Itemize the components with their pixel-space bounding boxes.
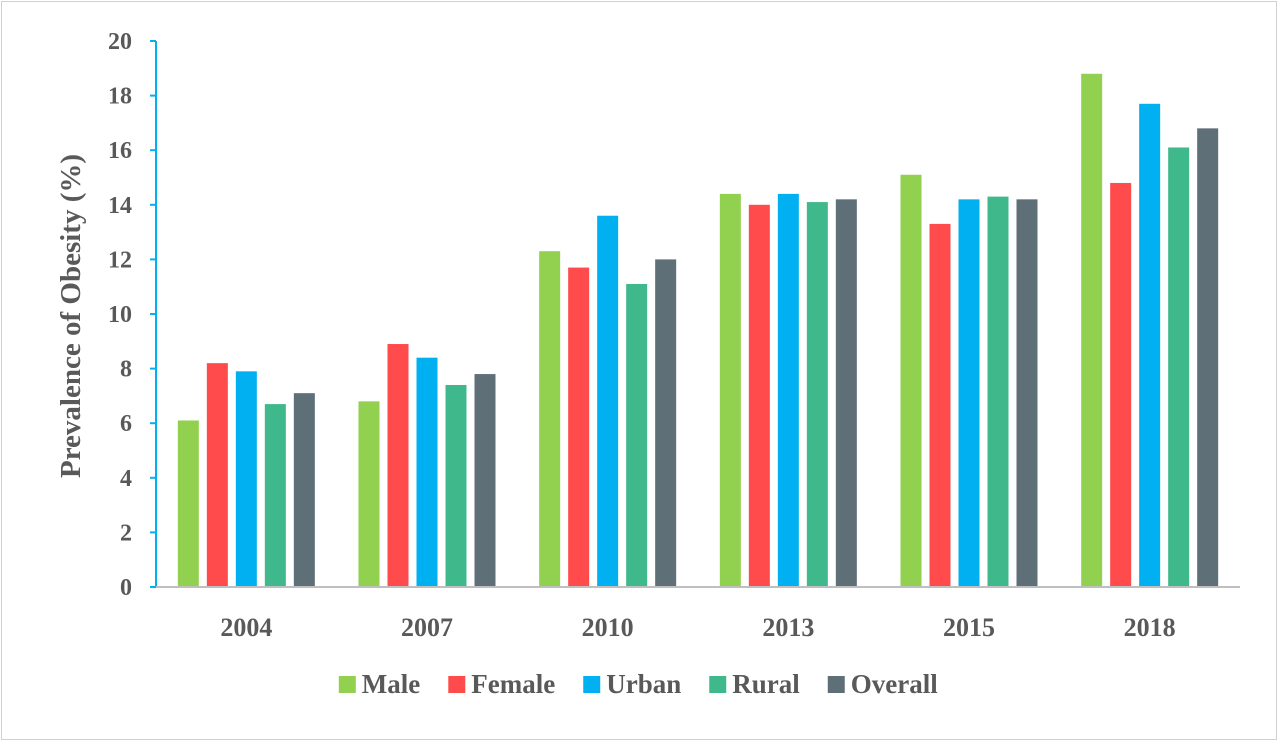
- bar-urban-2013: [777, 193, 799, 587]
- bar-overall-2010: [655, 259, 677, 587]
- x-ticks-group: 2004 2007 2010 2013 2015 2018: [220, 613, 1175, 642]
- legend-swatch-male: [338, 676, 356, 693]
- x-tick-label: 2018: [1124, 613, 1176, 642]
- bar-female-2004: [206, 363, 228, 587]
- bar-male-2018: [1081, 73, 1103, 587]
- bar-rural-2018: [1168, 147, 1190, 587]
- legend-swatch-overall: [827, 676, 845, 693]
- bar-female-2007: [387, 344, 409, 587]
- bar-rural-2013: [806, 202, 828, 587]
- bar-urban-2010: [597, 215, 619, 587]
- y-tick-label: 6: [120, 411, 132, 437]
- bar-overall-2015: [1016, 199, 1038, 587]
- bar-overall-2007: [474, 374, 496, 587]
- y-tick-label: 0: [120, 575, 132, 601]
- bar-rural-2010: [626, 283, 648, 587]
- bar-female-2018: [1110, 182, 1132, 587]
- y-tick-label: 14: [108, 193, 132, 219]
- legend-label-urban: Urban: [606, 669, 681, 699]
- legend-label-overall: Overall: [851, 669, 938, 699]
- bar-urban-2018: [1139, 103, 1161, 587]
- y-tick-label: 10: [108, 302, 132, 328]
- y-axis-label: Prevalence of Obesity (%): [55, 154, 87, 478]
- y-axis-label-group: Prevalence of Obesity (%): [55, 154, 87, 478]
- bar-rural-2004: [264, 404, 286, 587]
- bar-male-2007: [358, 401, 380, 587]
- bar-rural-2007: [445, 384, 467, 587]
- y-tick-label: 2: [120, 520, 132, 546]
- bar-overall-2013: [835, 199, 857, 587]
- legend-label-female: Female: [471, 669, 555, 699]
- x-tick-label: 2015: [943, 613, 995, 642]
- y-tick-label: 8: [120, 357, 132, 383]
- bar-urban-2004: [235, 371, 257, 587]
- axes-group: [155, 41, 1240, 588]
- bar-urban-2007: [416, 357, 438, 587]
- bar-female-2013: [748, 204, 770, 588]
- x-tick-label: 2010: [582, 613, 634, 642]
- legend-swatch-urban: [583, 676, 601, 693]
- bar-male-2013: [719, 193, 741, 587]
- y-tick-label: 18: [108, 84, 132, 110]
- x-tick-label: 2007: [401, 613, 453, 642]
- bar-male-2015: [900, 174, 922, 587]
- bar-urban-2015: [958, 199, 980, 587]
- y-tick-label: 20: [108, 29, 132, 55]
- y-tick-label: 4: [120, 466, 132, 492]
- bar-female-2010: [568, 267, 590, 587]
- bars-group: [177, 73, 1219, 588]
- y-tick-label: 12: [108, 247, 132, 273]
- legend-swatch-rural: [709, 676, 727, 693]
- x-tick-label: 2013: [762, 613, 814, 642]
- bar-overall-2018: [1197, 128, 1219, 588]
- bar-rural-2015: [987, 196, 1009, 588]
- legend-label-rural: Rural: [732, 669, 800, 699]
- y-ticks-group: 0 2 4 6 8 10 12 14 16 18 20: [108, 29, 156, 601]
- legend-swatch-female: [448, 676, 466, 693]
- bar-overall-2004: [293, 393, 315, 587]
- y-tick-label: 16: [108, 138, 132, 164]
- bar-male-2004: [177, 420, 199, 587]
- bar-male-2010: [539, 251, 561, 587]
- legend-label-male: Male: [362, 669, 420, 699]
- legend: Male Female Urban Rural Overall: [338, 669, 938, 699]
- x-tick-label: 2004: [220, 613, 272, 642]
- bar-female-2015: [929, 223, 951, 587]
